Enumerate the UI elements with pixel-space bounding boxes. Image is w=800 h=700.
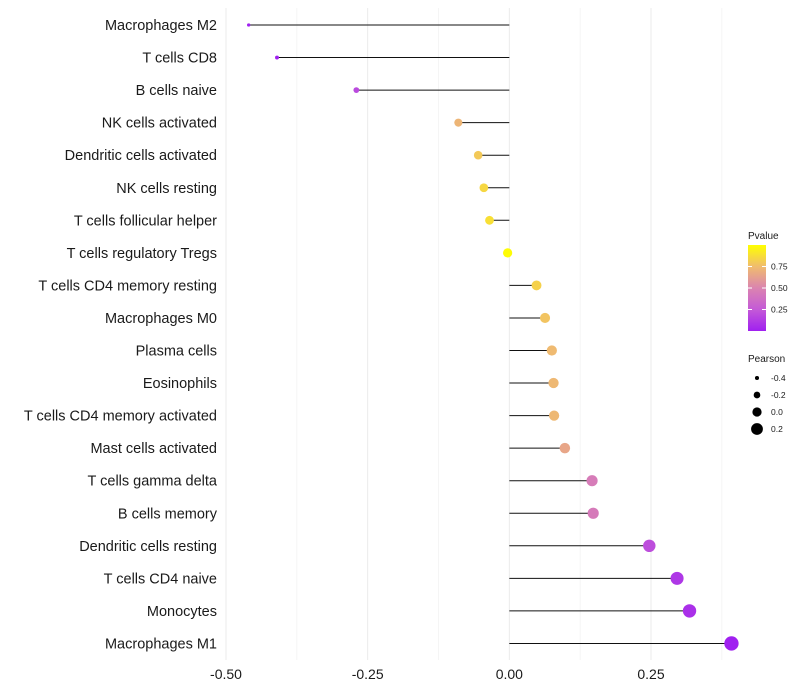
lollipop-dot [724,636,739,651]
lollipop-dot [587,507,599,519]
size-key-dot [751,423,763,435]
size-key-label: 0.0 [771,407,783,417]
y-tick-label: NK cells activated [102,116,217,132]
lollipop-dot [353,87,360,93]
lollipop-dot [670,571,684,585]
y-tick-label: B cells memory [118,506,218,522]
y-tick-label: Macrophages M0 [105,311,217,327]
color-tick-label: 0.75 [771,262,788,272]
x-axis-ticks: -0.50 -0.25 0.00 0.25 [210,666,665,682]
lollipop-dot [559,442,571,454]
x-tick-label: -0.25 [352,666,384,682]
lollipop-dot [454,118,463,127]
y-tick-label: NK cells resting [116,181,217,197]
lollipop-dot [548,410,560,421]
x-tick-label: -0.50 [210,666,242,682]
y-tick-label: Plasma cells [136,344,217,360]
lollipop-dot [473,150,483,160]
size-key-dot [754,375,760,381]
size-key-dot [753,391,761,399]
y-tick-label: Dendritic cells resting [79,539,217,555]
lollipop-dots [247,23,739,651]
lollipop-dot [531,280,542,291]
y-tick-label: T cells regulatory Tregs [67,246,217,262]
lollipop-dot [479,183,489,193]
y-tick-label: Monocytes [147,604,217,620]
size-key-label: 0.2 [771,424,783,434]
size-key-label: -0.2 [771,390,786,400]
size-legend-title: Pearson [748,354,785,365]
color-bar [748,245,766,331]
lollipop-dot [540,312,551,323]
y-tick-label: B cells naive [136,83,217,99]
color-legend-title: Pvalue [748,231,779,242]
y-tick-label: T cells CD4 naive [104,571,217,587]
y-tick-label: T cells CD8 [142,51,217,67]
y-tick-label: T cells CD4 memory activated [24,409,217,425]
y-axis-labels: Macrophages M2 T cells CD8 B cells naive NK… [24,18,218,652]
x-tick-label: 0.25 [637,666,664,682]
lollipop-dot [643,539,656,553]
lollipop-dot [485,215,494,225]
color-tick-label: 0.50 [771,283,788,293]
lollipop-dot [275,55,279,60]
lollipop-stems [248,24,732,644]
y-tick-label: Mast cells activated [90,441,217,457]
y-tick-label: Macrophages M1 [105,636,217,652]
grid [225,8,723,660]
lollipop-dot [247,23,251,27]
y-tick-label: Dendritic cells activated [65,148,217,164]
y-tick-label: Eosinophils [143,376,217,392]
lollipop-dot [682,604,697,618]
y-tick-label: T cells gamma delta [88,474,218,490]
color-tick-label: 0.25 [771,305,788,315]
size-key-dot [752,407,762,417]
size-key-label: -0.4 [771,373,786,383]
y-tick-label: T cells follicular helper [74,213,217,229]
lollipop-dot [548,377,559,389]
legend: Pvalue 0.25 0.50 0.75 Pearson -0.4 -0.2 0.0 0… [748,231,788,435]
y-tick-label: T cells CD4 memory resting [38,278,217,294]
lollipop-dot [586,475,598,487]
x-tick-label: 0.00 [496,666,523,682]
lollipop-dot [503,248,513,258]
y-tick-label: Macrophages M2 [105,18,217,34]
lollipop-dot [546,345,557,356]
